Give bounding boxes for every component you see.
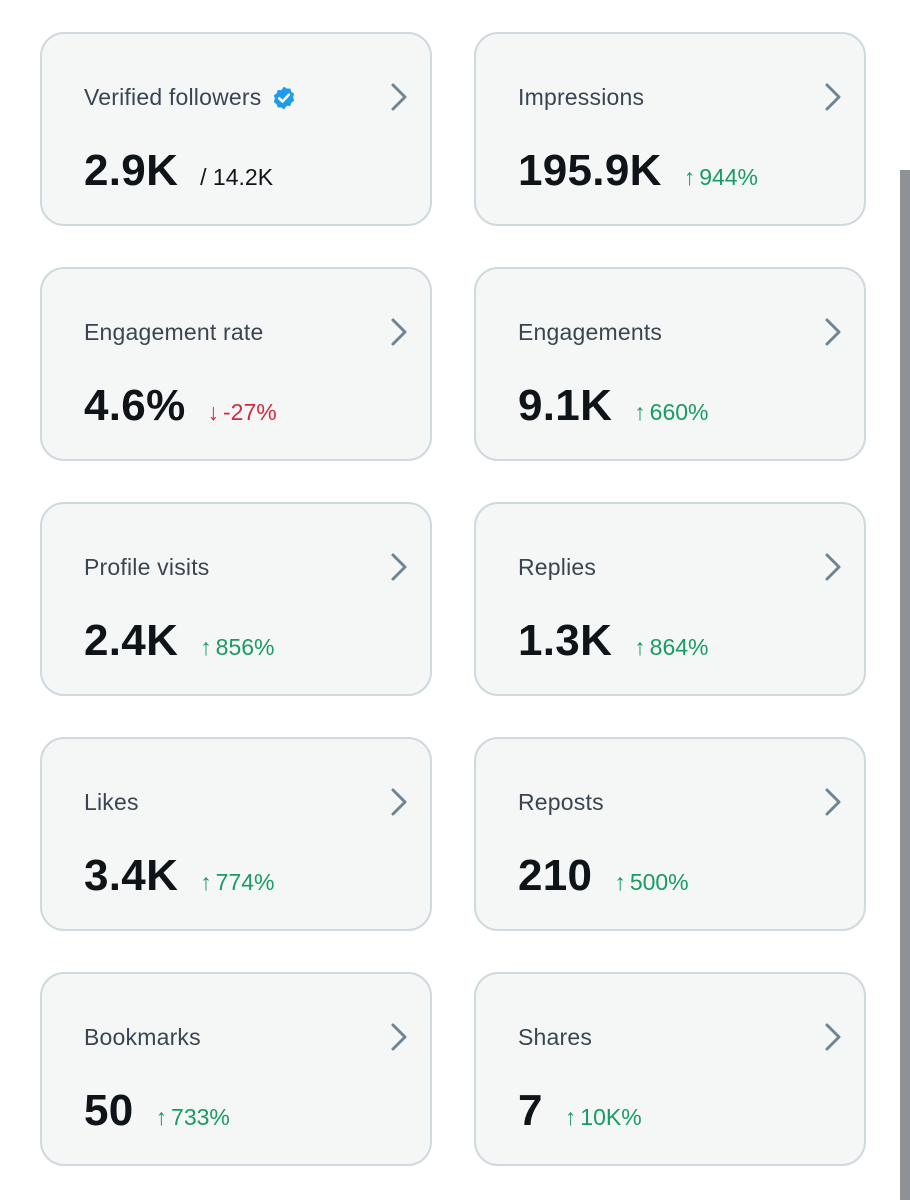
arrow-up-icon: ↑ (155, 1104, 168, 1130)
metric-label: Verified followers (84, 84, 297, 111)
metric-change: ↑ 856% (200, 634, 274, 661)
metric-label: Profile visits (84, 554, 210, 581)
metric-card-likes[interactable]: Likes 3.4K ↑ 774% (40, 737, 432, 931)
metric-label-text: Profile visits (84, 554, 210, 580)
arrow-up-icon: ↑ (200, 634, 212, 660)
metric-change-text: 864% (649, 634, 709, 660)
metric-label: Shares (518, 1024, 592, 1051)
metric-value-row: 2.4K ↑ 856% (84, 616, 274, 666)
chevron-right-icon (391, 1023, 407, 1051)
metric-label: Bookmarks (84, 1024, 201, 1051)
metric-change-text: 500% (629, 869, 689, 895)
chevron-right-icon (391, 788, 407, 816)
metric-label-text: Bookmarks (84, 1024, 201, 1050)
metric-label: Impressions (518, 84, 644, 111)
metric-label-text: Shares (518, 1024, 593, 1050)
metric-change-text: 10K% (580, 1104, 642, 1130)
metric-value-row: 9.1K ↑ 660% (518, 381, 708, 431)
metric-change: ↓ -27% (208, 399, 277, 426)
metric-value: 7 (518, 1086, 543, 1135)
metric-value-row: 210 ↑ 500% (518, 851, 689, 901)
metric-total: / 14.2K (200, 164, 274, 190)
metric-card-impressions[interactable]: Impressions 195.9K ↑ 944% (474, 32, 866, 226)
metric-value: 2.4K (84, 616, 179, 665)
metric-change-text: 660% (649, 399, 709, 425)
metric-card-shares[interactable]: Shares 7 ↑ 10K% (474, 972, 866, 1166)
metric-change-text: 856% (215, 634, 275, 660)
arrow-down-icon: ↓ (207, 399, 220, 425)
metric-card-reposts[interactable]: Reposts 210 ↑ 500% (474, 737, 866, 931)
chevron-right-icon (825, 788, 841, 816)
metric-value-row: 7 ↑ 10K% (518, 1086, 642, 1136)
metric-card-engagements[interactable]: Engagements 9.1K ↑ 660% (474, 267, 866, 461)
metric-change: ↑ 10K% (565, 1104, 642, 1131)
metric-label: Reposts (518, 789, 604, 816)
metric-label-text: Reposts (518, 789, 604, 815)
metric-change-text: 944% (699, 164, 759, 190)
metric-change-text: 774% (215, 869, 275, 895)
metric-value: 2.9K (84, 146, 179, 195)
chevron-right-icon (391, 318, 407, 346)
metric-value-row: 2.9K / 14.2K (84, 146, 273, 196)
chevron-right-icon (391, 83, 407, 111)
metric-value: 195.9K (518, 146, 662, 195)
metric-change-text: -27% (223, 399, 277, 425)
metric-change: ↑ 774% (200, 869, 274, 896)
metric-value: 50 (84, 1086, 134, 1135)
metric-label-text: Replies (518, 554, 597, 580)
metric-card-profile-visits[interactable]: Profile visits 2.4K ↑ 856% (40, 502, 432, 696)
metric-value: 9.1K (518, 381, 613, 430)
metric-change: ↑ 864% (634, 634, 708, 661)
metric-label-text: Engagement rate (84, 319, 264, 345)
metric-card-bookmarks[interactable]: Bookmarks 50 ↑ 733% (40, 972, 432, 1166)
chevron-right-icon (825, 83, 841, 111)
metric-value: 4.6% (84, 381, 186, 430)
arrow-up-icon: ↑ (564, 1104, 577, 1130)
chevron-right-icon (825, 553, 841, 581)
arrow-up-icon: ↑ (614, 869, 626, 895)
arrow-up-icon: ↑ (634, 634, 646, 660)
metric-label: Likes (84, 789, 139, 816)
metric-value-row: 195.9K ↑ 944% (518, 146, 758, 196)
metric-change: ↑ 660% (634, 399, 708, 426)
metric-value: 3.4K (84, 851, 179, 900)
metric-label-text: Engagements (518, 319, 663, 345)
metric-value: 210 (518, 851, 593, 900)
chevron-right-icon (825, 1023, 841, 1051)
analytics-metrics-grid: Verified followers 2.9K / 14.2K Impressi… (40, 32, 866, 1166)
verified-badge-icon (274, 86, 295, 109)
metric-label: Replies (518, 554, 596, 581)
metric-value-row: 50 ↑ 733% (84, 1086, 230, 1136)
arrow-up-icon: ↑ (683, 164, 696, 190)
metric-label-text: Impressions (518, 84, 645, 110)
arrow-up-icon: ↑ (634, 399, 646, 425)
metric-card-engagement-rate[interactable]: Engagement rate 4.6% ↓ -27% (40, 267, 432, 461)
metric-card-verified-followers[interactable]: Verified followers 2.9K / 14.2K (40, 32, 432, 226)
metric-change: ↑ 944% (684, 164, 758, 191)
metric-value-row: 1.3K ↑ 864% (518, 616, 708, 666)
metric-label-text: Likes (84, 789, 139, 815)
metric-value: 1.3K (518, 616, 613, 665)
metric-change-text: 733% (171, 1104, 230, 1130)
metric-card-replies[interactable]: Replies 1.3K ↑ 864% (474, 502, 866, 696)
chevron-right-icon (825, 318, 841, 346)
metric-label-text: Verified followers (84, 84, 262, 110)
chevron-right-icon (391, 553, 407, 581)
metric-value-row: 4.6% ↓ -27% (84, 381, 277, 431)
metric-label: Engagements (518, 319, 662, 346)
scrollbar[interactable] (900, 170, 910, 1200)
metric-change: ↑ 733% (156, 1104, 230, 1131)
metric-label: Engagement rate (84, 319, 263, 346)
arrow-up-icon: ↑ (200, 869, 212, 895)
metric-change: ↑ 500% (614, 869, 688, 896)
metric-value-row: 3.4K ↑ 774% (84, 851, 274, 901)
